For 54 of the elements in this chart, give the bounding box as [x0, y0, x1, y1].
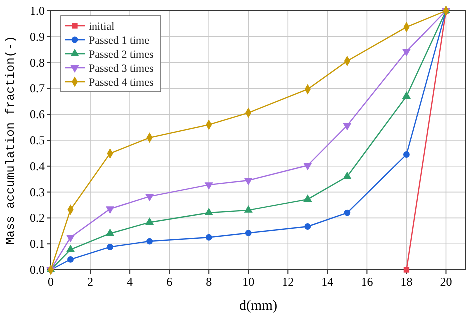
x-tick-label: 2: [88, 275, 94, 289]
point: [404, 152, 410, 158]
y-tick-label: 0.0: [30, 263, 45, 277]
point: [304, 163, 312, 171]
point: [68, 256, 74, 263]
point: [66, 244, 76, 252]
y-tick-label: 1.0: [30, 4, 45, 18]
y-axis-title: Mass accumulation fraction(-): [4, 36, 18, 245]
point: [402, 92, 412, 99]
point: [204, 182, 214, 190]
y-tick-label: 0.4: [30, 159, 45, 174]
x-tick-label: 10: [242, 275, 255, 289]
x-tick-label: 4: [127, 275, 134, 289]
y-tick-label: 0.1: [30, 237, 45, 252]
x-tick-label: 6: [166, 275, 173, 289]
point: [146, 218, 154, 226]
point: [304, 194, 312, 202]
y-tick-label: 0.3: [30, 185, 45, 200]
y-tick-label: 0.5: [30, 134, 45, 148]
point: [146, 238, 153, 245]
point: [244, 178, 253, 186]
legend-label: Passed 4 times: [89, 77, 154, 89]
legend-label: Passed 1 time: [89, 35, 150, 47]
x-tick-label: 8: [206, 275, 212, 289]
point: [304, 224, 312, 230]
x-tick-label: 16: [361, 275, 374, 289]
point: [344, 210, 351, 216]
y-tick-label: 0.6: [30, 108, 45, 122]
point: [402, 49, 412, 57]
point: [106, 228, 115, 236]
x-tick-label: 12: [282, 275, 294, 289]
point: [107, 244, 114, 250]
x-axis-title: d(mm): [239, 299, 278, 314]
point: [244, 205, 253, 213]
point: [66, 235, 76, 243]
y-tick-label: 0.8: [30, 56, 45, 70]
legend-label: Passed 2 times: [89, 49, 154, 61]
point: [206, 234, 212, 241]
point: [106, 206, 115, 214]
point: [146, 194, 154, 202]
y-tick-label: 0.9: [30, 30, 45, 44]
point: [404, 267, 410, 273]
point: [343, 172, 352, 180]
y-tick-label: 0.2: [30, 211, 45, 226]
legend-label: initial: [89, 21, 115, 33]
x-tick-label: 14: [322, 275, 334, 289]
x-tick-label: 18: [400, 275, 413, 289]
legend-label: Passed 3 times: [89, 63, 154, 75]
x-tick-label: 20: [440, 275, 452, 289]
point: [343, 123, 352, 131]
point: [245, 230, 252, 236]
point: [204, 208, 214, 216]
y-tick-label: 0.7: [30, 82, 45, 96]
x-tick-label: 0: [48, 275, 54, 289]
